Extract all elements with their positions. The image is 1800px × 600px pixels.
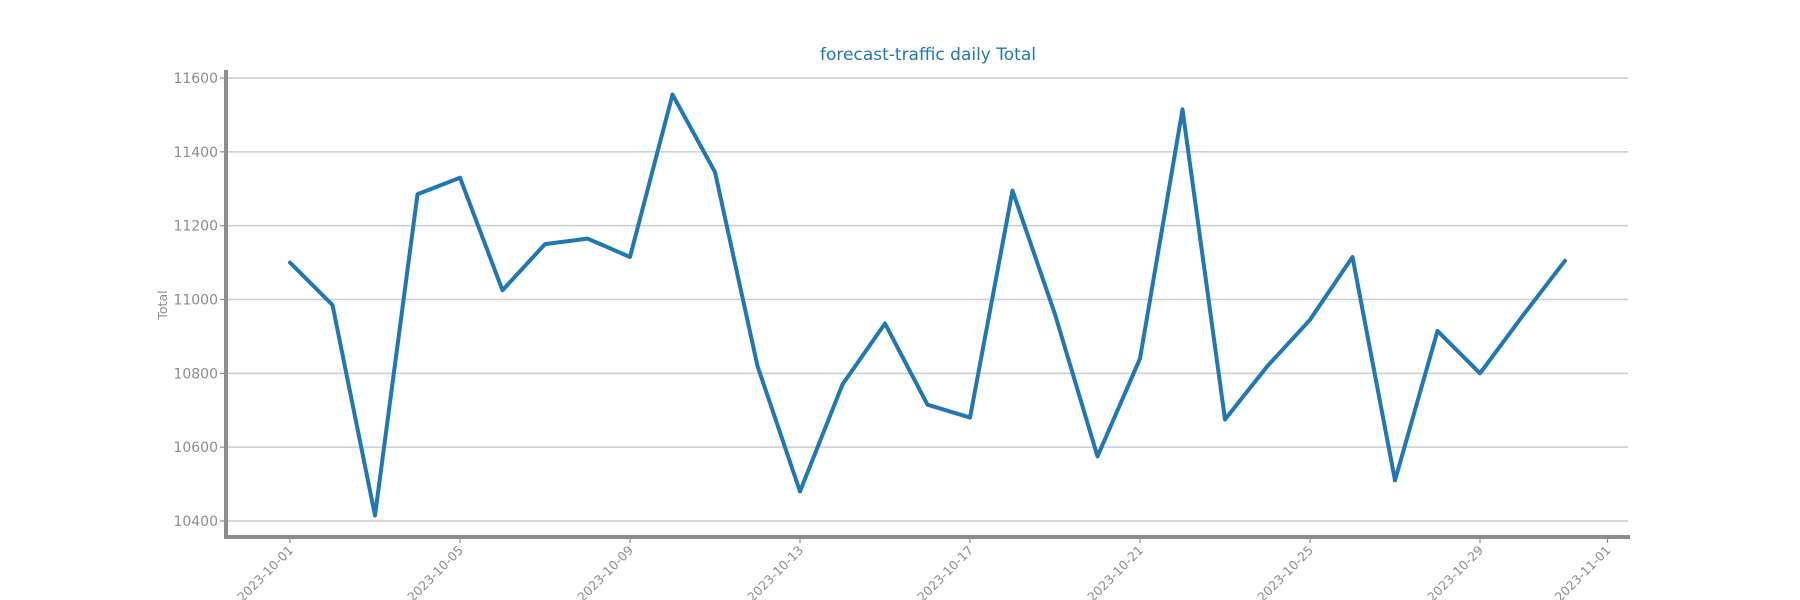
y-axis-label: Total bbox=[155, 290, 170, 320]
y-axis-ticks: 10400 10600 10800 11000 11200 11400 11600 bbox=[173, 71, 226, 530]
y-tick-label: 10600 bbox=[173, 440, 218, 456]
grid-lines bbox=[226, 77, 1628, 522]
x-tick-label: 2023-10-09 bbox=[574, 542, 636, 600]
x-tick-label: 2023-10-13 bbox=[744, 543, 806, 600]
x-tick-label: 2023-10-25 bbox=[1254, 543, 1316, 600]
x-tick-label: 2023-10-21 bbox=[1084, 543, 1146, 600]
y-tick-label: 11000 bbox=[173, 293, 218, 309]
y-tick-label: 10800 bbox=[173, 366, 218, 382]
chart-title: forecast-traffic daily Total bbox=[820, 45, 1036, 65]
x-tick-label: 2023-10-01 bbox=[234, 543, 296, 600]
series-group bbox=[288, 92, 1567, 518]
x-axis-ticks: 2023-10-01 2023-10-05 2023-10-09 2023-10-13… bbox=[234, 537, 1614, 600]
x-tick-label: 2023-10-17 bbox=[914, 543, 976, 600]
y-tick-label: 11400 bbox=[173, 145, 218, 161]
y-tick-label: 11600 bbox=[173, 71, 218, 87]
x-tick-label: 2023-11-01 bbox=[1552, 543, 1614, 600]
x-tick-label: 2023-10-29 bbox=[1424, 542, 1486, 600]
x-tick-label: 2023-10-05 bbox=[404, 543, 466, 600]
series-line bbox=[288, 92, 1567, 518]
y-tick-label: 10400 bbox=[173, 514, 218, 530]
y-tick-label: 11200 bbox=[173, 219, 218, 235]
